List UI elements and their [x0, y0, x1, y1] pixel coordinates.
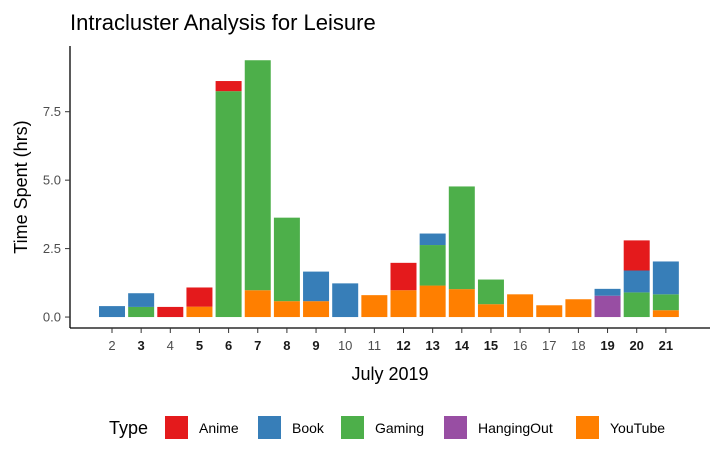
bar-gaming-day-8: [273, 217, 300, 302]
bar-youtube-day-18: [565, 299, 592, 318]
bar-anime-day-4: [157, 306, 184, 318]
legend-label-gaming: Gaming: [375, 420, 424, 436]
y-tick-label: 7.5: [43, 104, 61, 119]
x-tick-label: 15: [484, 338, 498, 353]
x-tick-label: 14: [455, 338, 470, 353]
x-tick-label: 7: [254, 338, 261, 353]
bar-anime-day-6: [215, 81, 242, 92]
bar-youtube-day-21: [652, 310, 679, 318]
x-tick-label: 4: [167, 338, 174, 353]
bar-youtube-day-13: [419, 285, 446, 318]
bar-gaming-day-14: [448, 186, 475, 290]
bar-youtube-day-16: [507, 294, 534, 318]
bar-gaming-day-6: [215, 91, 242, 318]
x-tick-label: 5: [196, 338, 203, 353]
x-tick-label: 21: [659, 338, 673, 353]
legend-swatch-anime: [165, 416, 188, 439]
legend-swatch-youtube: [576, 416, 599, 439]
x-tick-label: 12: [396, 338, 410, 353]
y-tick-label: 2.5: [43, 241, 61, 256]
bar-youtube-day-7: [244, 290, 271, 318]
chart-title: Intracluster Analysis for Leisure: [70, 10, 376, 35]
bar-gaming-day-3: [128, 306, 155, 318]
bar-youtube-day-9: [303, 301, 330, 318]
bar-gaming-day-21: [652, 294, 679, 311]
bar-youtube-day-12: [390, 290, 417, 318]
x-tick-label: 9: [312, 338, 319, 353]
x-axis-ticks: 2 3 4 5 6 7 8 9 10 11 12 13 14 15 16 17 18 19 20 21: [108, 328, 673, 353]
x-tick-label: 20: [629, 338, 643, 353]
x-tick-label: 11: [368, 338, 382, 353]
x-tick-label: 10: [338, 338, 352, 353]
y-tick-label: 5.0: [43, 173, 61, 188]
legend-label-youtube: YouTube: [610, 420, 665, 436]
bar-youtube-day-5: [186, 306, 213, 318]
bar-book-day-20: [623, 270, 650, 293]
bar-book-day-2: [99, 306, 125, 318]
x-tick-label: 13: [425, 338, 439, 353]
bar-youtube-day-17: [536, 305, 563, 318]
bar-book-day-9: [303, 271, 330, 302]
y-axis-title: Time Spent (hrs): [11, 120, 31, 253]
x-tick-label: 8: [283, 338, 290, 353]
x-tick-label: 18: [571, 338, 585, 353]
x-tick-label: 2: [108, 338, 115, 353]
y-tick-label: 0.0: [43, 310, 61, 325]
x-axis-title: July 2019: [351, 364, 428, 384]
bar-gaming-day-20: [623, 292, 650, 318]
bar-hangingout-day-19: [594, 295, 621, 318]
bar-gaming-day-15: [477, 279, 504, 305]
bar-gaming-day-7: [244, 60, 271, 291]
x-tick-label: 6: [225, 338, 232, 353]
bar-gaming-day-13: [419, 245, 446, 286]
y-axis-ticks: 0.0 2.5 5.0 7.5: [43, 104, 70, 325]
bar-anime-day-20: [623, 240, 650, 271]
legend-label-hangingout: HangingOut: [478, 420, 553, 436]
bar-book-day-10: [332, 283, 359, 318]
x-tick-label: 3: [138, 338, 145, 353]
bar-youtube-day-11: [361, 295, 388, 318]
bar-anime-day-12: [390, 262, 417, 291]
bar-anime-day-5: [186, 287, 213, 307]
x-tick-label: 17: [542, 338, 556, 353]
legend: Type Anime Book Gaming HangingOut YouTube: [109, 416, 665, 439]
bar-book-day-19: [594, 288, 621, 296]
legend-swatch-book: [258, 416, 281, 439]
legend-swatch-hangingout: [444, 416, 467, 439]
legend-label-book: Book: [292, 420, 325, 436]
x-tick-label: 16: [513, 338, 527, 353]
bars-layer: [99, 60, 679, 318]
bar-book-day-21: [652, 261, 679, 295]
bar-youtube-day-14: [448, 289, 475, 318]
legend-label-anime: Anime: [199, 420, 239, 436]
bar-book-day-3: [128, 293, 155, 307]
legend-title: Type: [109, 418, 148, 438]
bar-youtube-day-8: [273, 301, 300, 318]
legend-swatch-gaming: [341, 416, 364, 439]
x-tick-label: 19: [600, 338, 614, 353]
bar-book-day-13: [419, 233, 446, 246]
bar-youtube-day-15: [477, 304, 504, 318]
